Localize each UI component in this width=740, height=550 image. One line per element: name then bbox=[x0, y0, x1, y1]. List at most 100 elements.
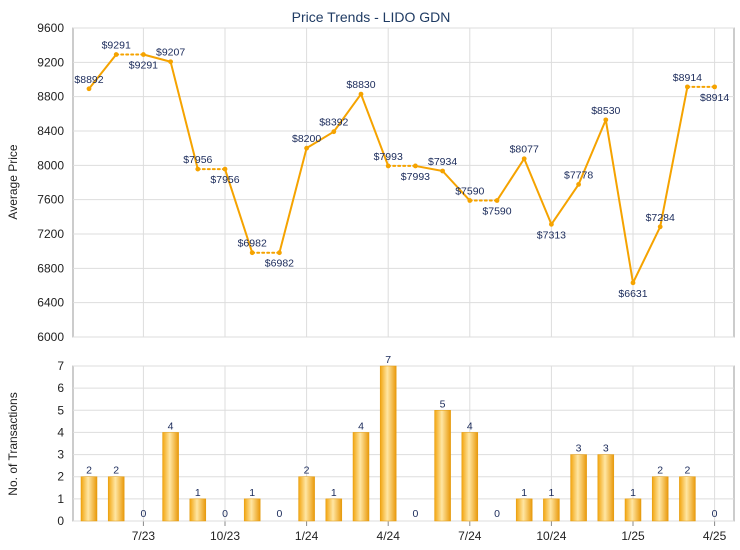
transactions-bar-label: 2 bbox=[657, 465, 663, 477]
transactions-y-tick-label: 3 bbox=[57, 448, 64, 462]
transactions-panel: 7/23 10/23 1/24 4/24 7/24 10/24 1/25 4/25 0 1 2 3 4 5… bbox=[57, 354, 735, 543]
price-data-label: $7778 bbox=[564, 169, 593, 181]
x-tick-label: 7/24 bbox=[458, 529, 482, 543]
x-tick-label: 1/25 bbox=[621, 529, 645, 543]
transactions-bar-label: 2 bbox=[113, 465, 119, 477]
transactions-bar bbox=[189, 498, 207, 522]
price-y-tick-label: 9200 bbox=[37, 55, 64, 69]
price-line-segment bbox=[278, 147, 308, 254]
price-line-segment bbox=[577, 118, 607, 186]
x-tick-label: 10/24 bbox=[536, 529, 566, 543]
transactions-y-tick-label: 1 bbox=[57, 492, 64, 506]
price-data-label: $8914 bbox=[673, 72, 702, 84]
transactions-bar-label: 0 bbox=[412, 508, 418, 520]
price-point bbox=[168, 59, 174, 65]
price-line-segment bbox=[632, 225, 662, 284]
price-line-segment bbox=[659, 85, 689, 228]
transactions-bar-label: 2 bbox=[304, 465, 310, 477]
price-point bbox=[576, 181, 581, 187]
transactions-bar-label: 1 bbox=[521, 487, 527, 499]
transactions-bar-label: 2 bbox=[684, 465, 690, 477]
price-data-label: $7993 bbox=[401, 171, 430, 183]
transactions-y-tick-label: 5 bbox=[57, 403, 64, 417]
chart-title: Price Trends - LIDO GDN bbox=[292, 9, 451, 25]
price-y-tick-label: 8400 bbox=[37, 124, 64, 138]
transactions-bar bbox=[243, 498, 261, 522]
transactions-bar-label: 3 bbox=[576, 443, 582, 455]
price-line-segment bbox=[550, 183, 580, 226]
transactions-bar bbox=[570, 454, 587, 522]
price-data-label: $7993 bbox=[374, 151, 403, 163]
price-data-label: $8077 bbox=[510, 144, 539, 156]
transactions-y-tick-label: 4 bbox=[57, 425, 64, 439]
price-point bbox=[249, 250, 255, 256]
transactions-bar bbox=[80, 476, 98, 522]
x-tick-label: 1/24 bbox=[295, 529, 319, 543]
transactions-bar bbox=[679, 476, 696, 522]
price-point bbox=[141, 52, 146, 57]
transactions-bar bbox=[597, 454, 615, 522]
price-data-label: $9291 bbox=[102, 40, 131, 52]
price-point bbox=[277, 250, 282, 256]
transactions-bar bbox=[298, 476, 315, 522]
transactions-bar-label: 4 bbox=[467, 420, 473, 432]
price-point bbox=[222, 166, 228, 172]
price-y-tick-label: 6400 bbox=[37, 296, 64, 310]
price-data-label: $6982 bbox=[238, 238, 267, 250]
transactions-bar-label: 0 bbox=[712, 508, 718, 520]
transactions-y-tick-label: 6 bbox=[57, 381, 64, 395]
price-point bbox=[413, 163, 418, 169]
price-point bbox=[440, 168, 445, 174]
price-y-tick-label: 8800 bbox=[37, 90, 64, 104]
price-line-segment bbox=[414, 164, 444, 172]
price-point bbox=[304, 145, 309, 151]
price-point bbox=[685, 84, 690, 90]
transactions-bar bbox=[543, 498, 560, 522]
price-point bbox=[494, 198, 500, 203]
transactions-bar-label: 0 bbox=[494, 508, 500, 520]
transactions-bar-label: 2 bbox=[86, 465, 92, 477]
price-line-segment bbox=[332, 93, 362, 133]
transactions-bar bbox=[107, 476, 125, 522]
transactions-bar-label: 0 bbox=[276, 508, 282, 520]
price-line-segment bbox=[523, 157, 553, 226]
price-line-segment bbox=[496, 157, 526, 202]
price-axis-title: Average Price bbox=[6, 144, 20, 219]
price-data-label: $7590 bbox=[482, 206, 511, 218]
price-point bbox=[113, 52, 119, 57]
price-line-segment bbox=[224, 168, 254, 254]
transactions-bar bbox=[434, 410, 451, 522]
x-tick-label: 7/23 bbox=[132, 529, 156, 543]
transactions-bar bbox=[325, 498, 343, 522]
transactions-bar bbox=[352, 432, 370, 522]
transactions-bar bbox=[162, 432, 179, 522]
transactions-bar bbox=[379, 365, 397, 522]
transactions-plot-area bbox=[72, 365, 735, 522]
price-point bbox=[86, 86, 92, 92]
price-data-label: $7956 bbox=[183, 154, 212, 166]
price-panel: 6000 6400 6800 7200 7600 8000 8400 8800 9200 9600… bbox=[37, 21, 735, 344]
transactions-bar-label: 1 bbox=[548, 487, 554, 499]
price-data-label: $7313 bbox=[537, 229, 566, 241]
price-data-label: $8830 bbox=[346, 79, 375, 91]
price-point bbox=[521, 156, 527, 162]
transactions-bar-label: 1 bbox=[249, 487, 255, 499]
price-data-label: $8892 bbox=[74, 74, 103, 86]
price-point bbox=[331, 129, 337, 135]
transactions-bar-label: 4 bbox=[168, 420, 174, 432]
price-y-tick-label: 8000 bbox=[37, 158, 64, 172]
transactions-y-tick-label: 7 bbox=[57, 359, 64, 373]
price-data-label: $8392 bbox=[319, 117, 348, 129]
price-line-segment bbox=[441, 169, 471, 202]
transactions-bar-label: 0 bbox=[140, 508, 146, 520]
price-data-label: $7956 bbox=[210, 174, 239, 186]
price-line-segment bbox=[142, 53, 172, 63]
price-point bbox=[549, 221, 554, 227]
price-y-tick-label: 7200 bbox=[37, 227, 64, 241]
price-line-segment bbox=[604, 118, 634, 284]
transactions-y-tick-label: 2 bbox=[57, 470, 64, 484]
transactions-bar-label: 5 bbox=[440, 398, 446, 410]
price-data-label: $8530 bbox=[591, 105, 620, 117]
price-point bbox=[195, 166, 201, 172]
transactions-bar-label: 1 bbox=[195, 487, 201, 499]
